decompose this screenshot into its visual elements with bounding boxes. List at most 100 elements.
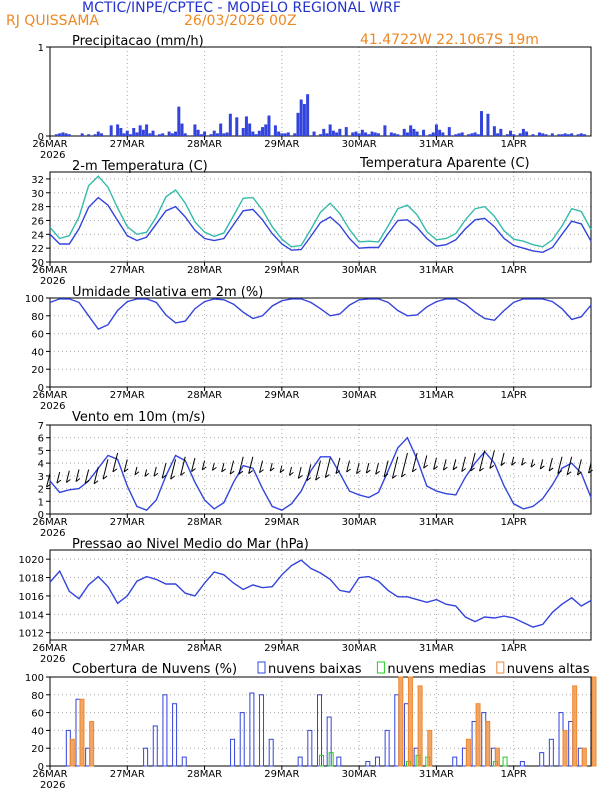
wind-barb [557, 456, 563, 474]
precip-bar [541, 133, 545, 136]
wind-barb [144, 469, 148, 477]
y-tick-label: 20 [31, 365, 44, 376]
legend-cloud-label: nuvens baixas [268, 662, 362, 677]
legend-apparent-temp: Temperatura Aparente (C) [359, 156, 530, 171]
precip-bar [550, 133, 554, 136]
wind-barb [411, 452, 418, 472]
precip-bar [273, 125, 277, 136]
wind-barb-tick [84, 479, 90, 484]
cloud-bar-0 [568, 721, 574, 767]
x-tick-label: 30MAR [342, 769, 377, 780]
precip-bar [225, 132, 229, 136]
wind-barb-tick [238, 470, 244, 475]
y-tick-label: 1 [38, 43, 44, 54]
precip-bar [508, 130, 512, 136]
x-tick-label: 28MAR [187, 390, 222, 401]
wind-barb [123, 459, 128, 473]
precip-bar [277, 131, 281, 136]
precip-bar [434, 124, 438, 136]
wind-barb-tick [500, 462, 506, 466]
precip-bar [122, 133, 126, 136]
y-tick-label: 32 [31, 175, 44, 186]
precip-bar [264, 124, 268, 136]
wind-barb-tick [489, 465, 495, 469]
precip-bar [560, 134, 564, 136]
wind-barb [400, 452, 408, 478]
precip-bar [312, 131, 316, 136]
cloud-bar-0 [239, 712, 245, 767]
precip-bar [299, 99, 303, 136]
cloud-bar-2 [475, 703, 481, 767]
wind-barb-tick [93, 480, 99, 485]
precip-bar [248, 123, 252, 136]
cloud-bar-2 [494, 747, 500, 767]
x-tick-label: 27MAR [110, 139, 145, 150]
x-tick-label: 29MAR [264, 390, 299, 401]
precip-bar [335, 132, 339, 136]
precip-bar [244, 116, 248, 136]
wind-barb-tick [269, 467, 275, 472]
wind-barb-tick [452, 466, 458, 471]
cloud-bar-0 [374, 756, 380, 767]
wind-barb [356, 463, 360, 474]
wind-speed-line [49, 436, 592, 512]
cloud-bar-0 [162, 694, 168, 767]
wind-barb [211, 463, 215, 471]
precip-bar [170, 133, 174, 136]
wind-barb [46, 473, 51, 488]
wind-barb-tick [306, 477, 312, 482]
y-tick-label: 100 [25, 294, 44, 305]
precip-bar [157, 134, 161, 136]
x-tick-label: 31MAR [419, 139, 454, 150]
precip-bar [203, 131, 207, 136]
precip-bar [212, 130, 216, 136]
x-year-label: 2026 [40, 401, 65, 412]
wind-barb [161, 463, 167, 479]
precip-bar [306, 94, 310, 136]
precip-bar [367, 134, 371, 136]
wind-barb [576, 459, 582, 476]
plot-frame [49, 46, 592, 137]
precip-bar [148, 133, 152, 136]
precip-bar [499, 128, 503, 136]
y-tick-label: 1012 [19, 629, 44, 640]
precip-bar [135, 132, 139, 136]
legend-cloud-label: nuvens altas [507, 662, 590, 677]
wind-barb-tick [315, 476, 320, 481]
header-coords: 41.4722W 22.1067S 19m [360, 32, 539, 48]
wind-barb-tick [46, 483, 51, 488]
panel-title: Cobertura de Nuvens (%) [72, 662, 237, 677]
wind-barb [191, 457, 196, 472]
wind-barb-tick [470, 467, 475, 472]
wind-barb [452, 459, 457, 470]
pressure-line [49, 559, 592, 628]
wind-barb-tick [75, 478, 81, 482]
precip-bar [267, 115, 271, 136]
wind-barb [229, 460, 235, 475]
x-tick-label: 1APR [501, 769, 527, 780]
cloud-bar-0 [577, 747, 583, 767]
wind-barb-tick [521, 461, 526, 466]
x-tick-label: 30MAR [342, 517, 377, 528]
precip-bar [322, 128, 326, 136]
wind-barb-tick [221, 468, 227, 473]
precip-bar [354, 131, 358, 136]
x-tick-label: 29MAR [264, 643, 299, 654]
y-tick-label: 26 [31, 216, 44, 227]
wind-barb [383, 460, 389, 477]
y-tick-label: 20 [31, 744, 44, 755]
wind-barb-tick [566, 471, 572, 476]
wind-barb [324, 457, 331, 478]
x-tick-label: 1APR [501, 265, 527, 276]
precip-bar [338, 128, 342, 136]
wind-barb [461, 456, 466, 472]
precip-bar [331, 130, 335, 136]
wind-barb-tick [443, 466, 448, 471]
wind-barb [221, 463, 225, 472]
precip-bar [476, 134, 480, 136]
wind-barb-tick [461, 468, 467, 472]
precip-bar [199, 134, 203, 136]
